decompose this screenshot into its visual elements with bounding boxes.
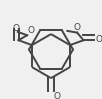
Text: O: O — [73, 23, 80, 32]
Text: O: O — [12, 24, 19, 33]
Text: O: O — [28, 26, 35, 35]
Text: O: O — [53, 92, 60, 99]
Text: O: O — [96, 35, 102, 44]
